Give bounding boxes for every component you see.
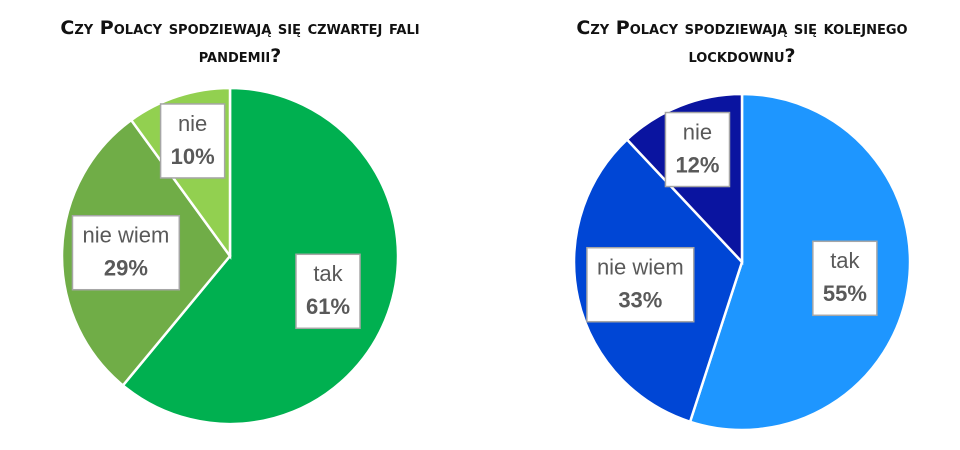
pie-slice [688,92,912,432]
data-label: nie wiem 29% [71,214,181,291]
value-label: 29% [104,256,148,281]
value-label: 61% [306,294,350,319]
data-label: tak 61% [295,253,361,330]
category-label: tak [830,248,860,273]
data-label: nie wiem 33% [586,246,695,323]
category-label: tak [313,261,343,286]
label-box [159,103,226,179]
chart-title: Czy Polacy spodziewają się czwartej fali… [60,17,420,67]
value-label: 33% [618,288,662,313]
label-box [812,240,878,317]
chart-title: Czy Polacy spodziewają się kolejnego loc… [576,17,908,67]
value-label: 12% [675,152,719,177]
label-box [586,246,695,323]
pie-slice [121,86,400,426]
label-box [71,214,181,291]
label-box [664,111,731,188]
data-label: nie 12% [664,111,731,188]
category-label: nie wiem [82,223,169,248]
category-label: nie wiem [597,255,684,280]
data-label: tak 55% [812,240,878,317]
category-label: nie [178,111,207,136]
category-label: nie [683,119,712,144]
value-label: 55% [823,281,867,306]
data-label: nie 10% [159,103,226,179]
value-label: 10% [171,144,215,169]
label-box [295,253,361,330]
